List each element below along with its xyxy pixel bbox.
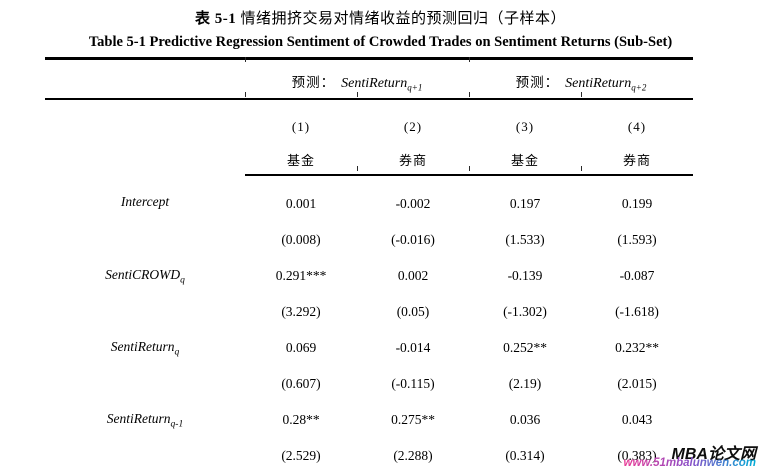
variable-label: SentiReturnq bbox=[110, 338, 180, 358]
tstat-row-sentireturn-q: (0.607) (-0.115) (2.19) (2.015) bbox=[45, 366, 693, 402]
rule-tick bbox=[581, 166, 582, 171]
tstat-cell: (0.607) bbox=[281, 376, 321, 391]
tstat-row-intercept: (0.008) (-0.016) (1.533) (1.593) bbox=[45, 222, 693, 258]
coef-cell: 0.275** bbox=[391, 412, 435, 427]
sample-type: 基金 bbox=[469, 145, 581, 176]
rule-tick bbox=[469, 92, 470, 97]
tstat-cell: (3.292) bbox=[281, 304, 321, 319]
variable-label: SentiCROWDq bbox=[105, 266, 185, 286]
variable-label: SentiReturnq-1 bbox=[106, 410, 184, 430]
tstat-cell: (1.533) bbox=[505, 232, 545, 247]
empty-cell bbox=[45, 145, 245, 175]
rule-tick bbox=[357, 92, 358, 97]
tstat-cell: (2.529) bbox=[281, 448, 321, 463]
tstat-row-sentireturn-q1: (2.529) (2.288) (0.314) (0.383) bbox=[45, 438, 693, 474]
tstat-row-senticrowd: (3.292) (0.05) (-1.302) (-1.618) bbox=[45, 294, 693, 330]
rule-tick bbox=[581, 92, 582, 97]
forecast-variable-1: SentiReturnq+1 bbox=[341, 76, 423, 93]
table-title-chinese-text: 情绪拥挤交易对情绪收益的预测回归（子样本） bbox=[236, 11, 566, 27]
forecast-header-row: 预测： SentiReturnq+1 预测： SentiReturnq+2 bbox=[45, 58, 693, 100]
tstat-cell: (0.05) bbox=[396, 304, 430, 319]
rule-tick bbox=[357, 166, 358, 171]
empty-cell bbox=[45, 294, 245, 330]
coef-cell: -0.139 bbox=[507, 268, 543, 283]
coef-cell: 0.069 bbox=[285, 340, 317, 355]
rule-tick bbox=[245, 57, 246, 62]
coef-row-senticrowd: SentiCROWDq 0.291*** 0.002 -0.139 -0.087 bbox=[45, 258, 693, 294]
tstat-cell: (-0.115) bbox=[391, 376, 435, 391]
sample-type: 基金 bbox=[245, 145, 357, 176]
coef-cell: 0.199 bbox=[621, 196, 653, 211]
tstat-cell: (0.008) bbox=[281, 232, 321, 247]
empty-cell bbox=[45, 222, 245, 258]
forecast-variable-2: SentiReturnq+2 bbox=[565, 76, 647, 93]
model-number: (2) bbox=[403, 118, 423, 134]
sample-type-row: 基金 券商 基金 券商 bbox=[45, 145, 693, 176]
tstat-cell: (-0.016) bbox=[391, 232, 435, 247]
model-number-row: (1) (2) (3) (4) bbox=[45, 99, 693, 145]
watermark-site-name: MBA论文网 bbox=[671, 446, 756, 463]
sample-type: 券商 bbox=[357, 145, 469, 176]
variable-label: Intercept bbox=[120, 194, 170, 210]
forecast-prefix-1: 预测： bbox=[291, 75, 336, 91]
model-number: (1) bbox=[291, 118, 311, 134]
tstat-cell: (2.288) bbox=[393, 448, 433, 463]
rule-tick bbox=[245, 92, 246, 97]
tstat-cell: (-1.618) bbox=[615, 304, 659, 319]
coef-cell: 0.28** bbox=[282, 412, 320, 427]
coef-cell: 0.197 bbox=[509, 196, 541, 211]
model-number: (4) bbox=[627, 118, 647, 134]
coef-cell: 0.036 bbox=[509, 412, 541, 427]
empty-cell bbox=[45, 366, 245, 402]
table-title-english: Table 5-1 Predictive Regression Sentimen… bbox=[88, 34, 673, 50]
sample-type: 券商 bbox=[581, 145, 693, 176]
coef-cell: 0.043 bbox=[621, 412, 653, 427]
coef-cell: 0.002 bbox=[397, 268, 429, 283]
tstat-cell: (1.593) bbox=[617, 232, 657, 247]
regression-table: 预测： SentiReturnq+1 预测： SentiReturnq+2 (1) … bbox=[45, 57, 693, 474]
coef-cell: 0.252** bbox=[503, 340, 547, 355]
coef-cell: -0.014 bbox=[395, 340, 431, 355]
table-number-chinese: 表 5-1 bbox=[194, 11, 237, 27]
corner-cell bbox=[45, 58, 245, 100]
tstat-cell: (0.383) bbox=[617, 448, 657, 463]
coef-row-sentireturn-q1: SentiReturnq-1 0.28** 0.275** 0.036 0.04… bbox=[45, 402, 693, 438]
forecast-prefix-2: 预测： bbox=[515, 75, 560, 91]
rule-tick bbox=[469, 57, 470, 62]
tstat-cell: (2.015) bbox=[617, 376, 657, 391]
coef-cell: -0.087 bbox=[619, 268, 655, 283]
empty-cell bbox=[45, 99, 245, 145]
tstat-cell: (2.19) bbox=[508, 376, 542, 391]
model-number: (3) bbox=[515, 118, 535, 134]
coef-cell: 0.232** bbox=[615, 340, 659, 355]
watermark-site-url: www.51mbalunwen.com bbox=[623, 457, 757, 469]
coef-cell: 0.001 bbox=[285, 196, 317, 211]
table-title-chinese: 表 5-1 情绪拥挤交易对情绪收益的预测回归（子样本） bbox=[0, 7, 761, 28]
tstat-cell: (-1.302) bbox=[503, 304, 547, 319]
coef-cell: -0.002 bbox=[395, 196, 431, 211]
coef-row-intercept: Intercept 0.001 -0.002 0.197 0.199 bbox=[45, 175, 693, 222]
coef-cell: 0.291*** bbox=[275, 268, 327, 283]
empty-cell bbox=[45, 438, 245, 474]
tstat-cell: (0.314) bbox=[505, 448, 545, 463]
forecast-group-q2: 预测： SentiReturnq+2 bbox=[469, 58, 693, 100]
coef-row-sentireturn-q: SentiReturnq 0.069 -0.014 0.252** 0.232*… bbox=[45, 330, 693, 366]
rule-tick bbox=[469, 166, 470, 171]
